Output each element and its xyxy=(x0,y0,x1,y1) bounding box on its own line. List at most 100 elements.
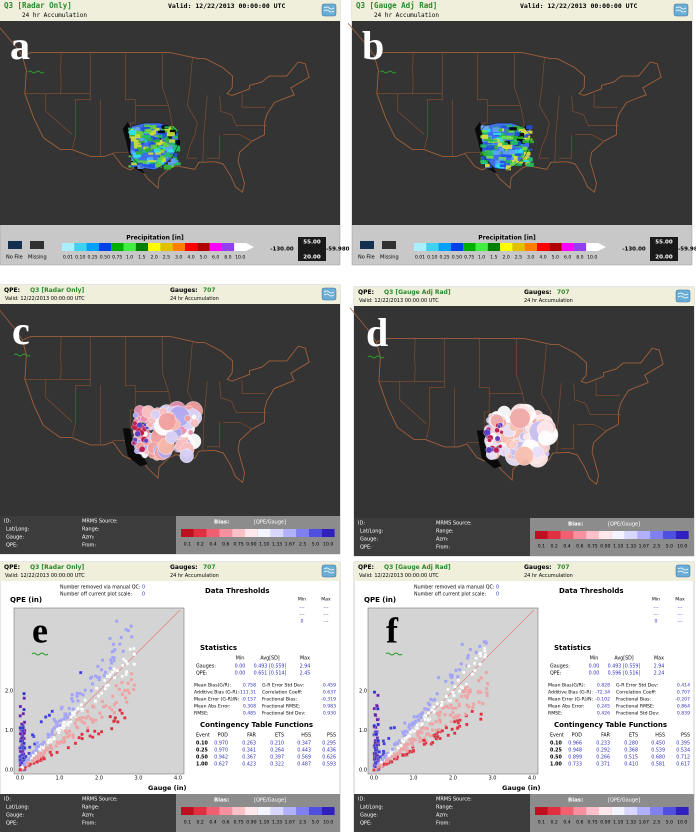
y-tick-label: 0.0 xyxy=(359,768,367,774)
scatter-point xyxy=(20,736,24,740)
bias-swatch xyxy=(181,529,194,537)
scatter-point xyxy=(125,700,129,704)
scatter-point xyxy=(125,662,129,666)
precip-cell xyxy=(514,131,520,137)
header-label: QPE: xyxy=(4,564,20,571)
scatter-point xyxy=(70,696,74,701)
ct-value: 0.322 xyxy=(270,762,284,768)
scatter-point xyxy=(124,670,129,674)
ct-value: 0.487 xyxy=(297,762,311,768)
bias-scale-label: 0.90 xyxy=(246,820,256,826)
legend-swatch xyxy=(586,243,599,251)
header-label: QPE: xyxy=(358,564,374,571)
scatter-point xyxy=(426,707,430,712)
scatter-point xyxy=(375,704,379,708)
state-border xyxy=(595,381,620,396)
coord-label: 20.00 xyxy=(655,255,673,261)
bias-scale-label: 0.2 xyxy=(551,820,558,826)
legend-label: 2.0 xyxy=(502,255,509,261)
legend-label: 0.01 xyxy=(63,255,73,261)
globe-icon xyxy=(675,564,691,578)
gauge-circle xyxy=(165,430,178,444)
precip-cell xyxy=(507,144,513,150)
scatter-point xyxy=(450,681,454,685)
scatter-point xyxy=(391,747,395,751)
legend-swatch xyxy=(512,243,525,251)
accumulation: 24 hr Accumulation xyxy=(374,12,439,19)
scatter-point xyxy=(22,763,26,767)
state-border xyxy=(223,134,253,142)
scatter-point xyxy=(482,640,486,644)
bias-scale-label: 2.5 xyxy=(299,820,306,826)
scatter-point xyxy=(439,703,444,707)
scatter-point xyxy=(49,746,53,750)
info-label: From: xyxy=(436,545,450,551)
scatter-point xyxy=(415,715,420,719)
precip-cell xyxy=(145,147,153,152)
section-title: Data Thresholds xyxy=(559,587,624,595)
squiggle xyxy=(31,652,49,656)
metric-value: 0.758 xyxy=(243,683,256,689)
stat-value: 0.00 xyxy=(235,664,246,670)
threshold-value: --- xyxy=(678,613,683,618)
metric-value: 0.707 xyxy=(677,690,690,696)
bias-swatch xyxy=(663,807,676,815)
metric-label: Fractional Bias: xyxy=(616,697,652,703)
legend-label: 0.10 xyxy=(75,255,85,261)
precip-cell xyxy=(481,156,488,162)
precip-cell xyxy=(160,155,166,161)
scatter-point xyxy=(84,716,88,720)
precip-cell xyxy=(492,127,499,133)
x-tick-label: 1.0 xyxy=(56,776,64,782)
info-label: MRMS Source: xyxy=(82,797,118,803)
scatter-point xyxy=(47,738,51,742)
scatter-point xyxy=(68,720,73,724)
precip-cell xyxy=(480,144,487,148)
bias-swatch xyxy=(663,531,676,539)
scatter-point xyxy=(415,726,419,730)
ct-event: 0.25 xyxy=(196,748,208,754)
legend-swatch xyxy=(123,243,136,251)
header-label: QPE: xyxy=(4,287,20,294)
scatter-point xyxy=(20,765,25,770)
scatter-point xyxy=(463,712,468,716)
metric-label: Mean Abs Error: xyxy=(194,704,231,710)
precip-cell xyxy=(502,142,508,148)
bias-swatch xyxy=(193,529,207,537)
legend-swatch xyxy=(197,243,210,251)
scatter-point xyxy=(435,702,440,706)
stat-value: 2.45 xyxy=(300,671,311,677)
product-title: Q3 [Gauge Adj Rad] xyxy=(356,1,437,10)
scatter-point xyxy=(48,750,52,754)
scatter-point xyxy=(464,682,468,686)
legend-swatch xyxy=(487,243,501,251)
scatter-point xyxy=(404,744,408,748)
column-header: Max xyxy=(675,597,685,603)
ct-value: 0.443 xyxy=(297,748,311,754)
scatter-point xyxy=(485,691,489,695)
scatter-point xyxy=(457,668,462,672)
bias-swatch xyxy=(296,529,309,537)
scatter-point xyxy=(54,744,58,748)
scatter-point xyxy=(85,709,90,713)
precip-cell xyxy=(157,157,163,161)
stat-value: 2.94 xyxy=(654,664,665,670)
bias-scale-label: 1.67 xyxy=(285,542,295,548)
scatter-point xyxy=(110,727,114,731)
scatter-point xyxy=(483,649,487,653)
scatter-point xyxy=(421,726,425,730)
scatter-point xyxy=(68,712,72,716)
scatter-point xyxy=(121,663,125,668)
precip-cell xyxy=(482,147,489,150)
bias-unit: [QPE/Gauge] xyxy=(608,798,640,804)
scatter-point xyxy=(108,715,112,719)
precip-cell xyxy=(484,142,492,145)
bias-swatch xyxy=(611,807,625,815)
info-panel xyxy=(0,794,176,832)
scatter-point xyxy=(117,687,121,692)
ct-value: 0.264 xyxy=(270,748,284,754)
scatter-point xyxy=(105,674,109,678)
panel-header xyxy=(352,0,692,21)
scatter-point xyxy=(430,728,435,732)
